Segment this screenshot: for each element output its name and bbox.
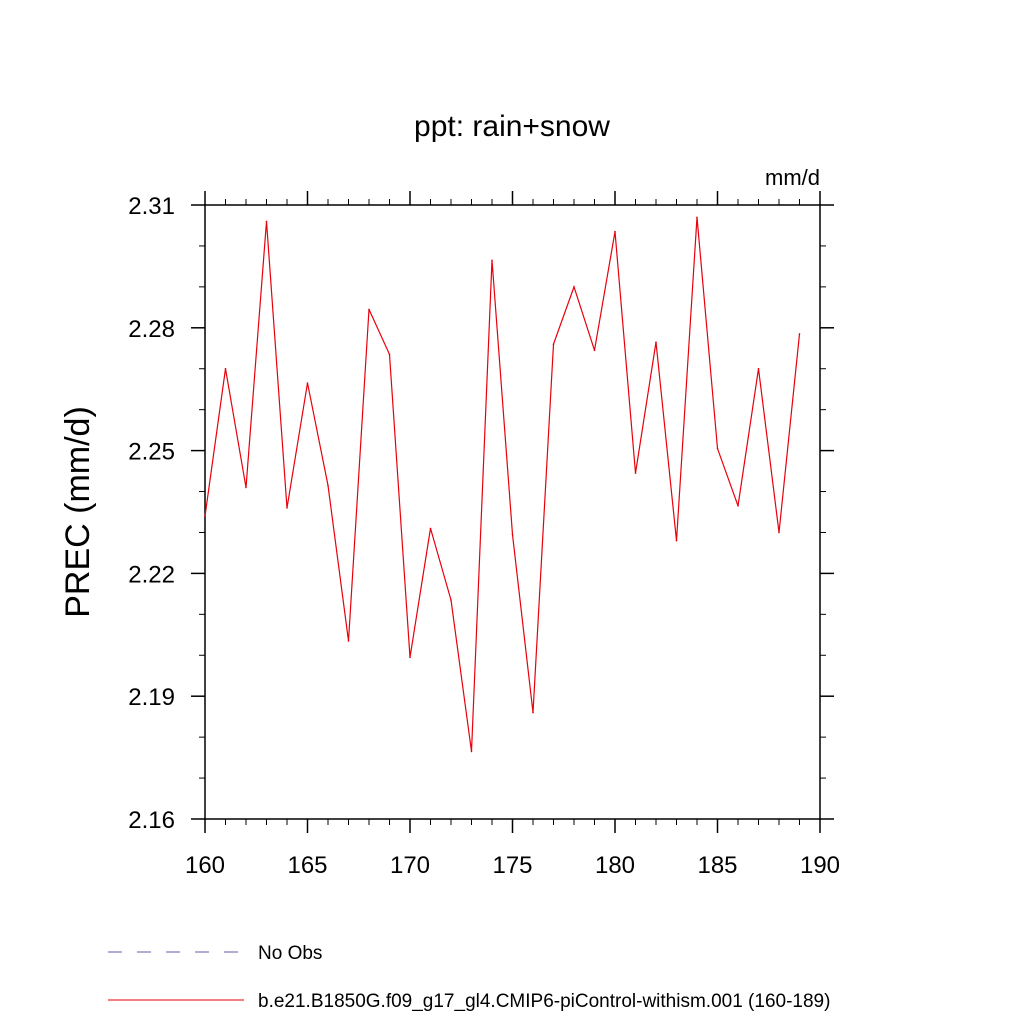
data-point	[696, 216, 698, 219]
plot-frame	[204, 204, 821, 820]
data-point	[798, 333, 801, 335]
data-point	[757, 367, 760, 370]
data-point	[204, 515, 206, 517]
data-point	[716, 447, 719, 450]
data-point	[368, 308, 370, 311]
y-axis-label: PREC (mm/d)	[59, 406, 97, 618]
chart-title: ppt: rain+snow	[414, 110, 610, 143]
data-point	[347, 640, 350, 642]
data-point	[593, 349, 596, 352]
axis-tick-labels: 160 165 170 175 180 185 190 2.16 2.19 2.22 2.25 2.2…	[128, 193, 840, 879]
series-layer	[204, 216, 801, 753]
legend-label: No Obs	[258, 943, 322, 964]
data-point	[224, 367, 227, 370]
data-point	[778, 531, 780, 534]
x-tick-label: 180	[595, 852, 635, 879]
data-point	[409, 656, 411, 659]
x-tick-label: 160	[185, 852, 225, 879]
data-point	[327, 484, 329, 487]
y-tick-label: 2.16	[128, 807, 175, 834]
legend-label: b.e21.B1850G.f09_g17_gl4.CMIP6-piControl…	[258, 991, 830, 1012]
y-tick-label: 2.25	[128, 439, 175, 466]
data-point	[306, 382, 309, 384]
y-tick-label: 2.19	[128, 684, 175, 711]
x-tick-label: 175	[492, 852, 532, 879]
data-point	[245, 486, 247, 489]
data-point	[532, 711, 534, 714]
data-point	[573, 286, 575, 288]
y-tick-label: 2.22	[128, 561, 175, 588]
data-point	[675, 539, 678, 542]
data-point	[655, 341, 657, 343]
data-point	[491, 259, 493, 262]
y-tick-label: 2.28	[128, 316, 175, 343]
data-point	[450, 599, 452, 601]
units-label: mm/d	[765, 165, 820, 190]
y-tick-label: 2.31	[128, 193, 175, 220]
x-tick-label: 185	[697, 852, 737, 879]
data-point	[388, 353, 391, 356]
data-point	[511, 533, 514, 536]
series-line	[204, 217, 801, 752]
axis-ticks	[191, 191, 834, 833]
legend: No Obs b.e21.B1850G.f09_g17_gl4.CMIP6-piC…	[108, 943, 830, 1012]
data-point	[634, 472, 637, 474]
x-tick-label: 165	[287, 852, 327, 879]
x-tick-label: 190	[800, 852, 840, 879]
data-point	[429, 527, 432, 530]
data-point	[265, 220, 268, 223]
x-tick-label: 170	[390, 852, 430, 879]
data-point	[470, 750, 473, 753]
data-point	[737, 505, 739, 507]
data-point	[614, 230, 616, 233]
data-point	[552, 343, 555, 345]
data-point	[286, 507, 288, 509]
